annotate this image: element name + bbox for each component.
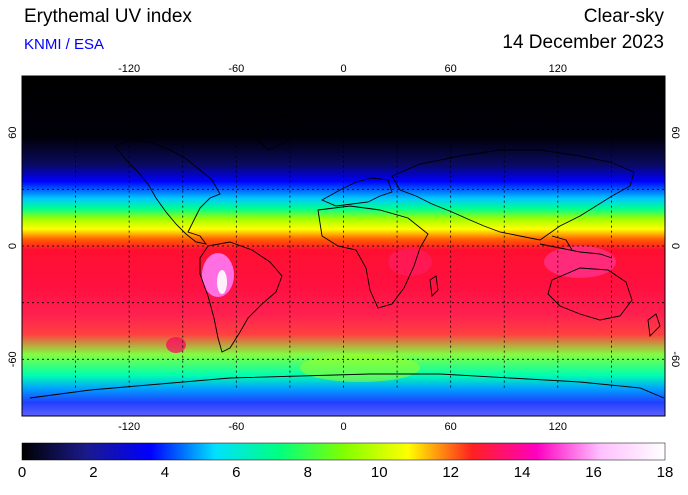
lat-tick-label-left: 60 <box>7 127 19 139</box>
southern-ocean-band <box>300 354 420 382</box>
map-grid <box>22 104 665 388</box>
map-date: 14 December 2023 <box>502 32 664 53</box>
colorbar-tick-label: 0 <box>17 464 27 481</box>
colorbar-tick-label: 4 <box>160 464 170 481</box>
high-uv-region-australia <box>544 246 616 278</box>
lon-tick-label-top: 0 <box>340 63 346 75</box>
lon-tick-label-top: -120 <box>118 63 140 75</box>
lat-tick-label-right: 0 <box>669 243 681 249</box>
colorbar-tick-label: 12 <box>442 464 459 481</box>
lon-tick-label-bottom: -60 <box>228 421 244 433</box>
lat-tick-label-left: -60 <box>7 351 19 367</box>
high-uv-region-pacific <box>166 337 186 353</box>
lat-tick-label-left: 0 <box>7 243 19 249</box>
lat-tick-label-right: 60 <box>669 127 681 139</box>
colorbar-tick-label: 2 <box>89 464 98 481</box>
colorbar-tick-label: 16 <box>585 464 602 481</box>
colorbar-tick-label: 18 <box>656 464 674 481</box>
colorbar-tick-label: 6 <box>232 464 241 481</box>
lon-tick-label-top: 60 <box>445 63 457 75</box>
lon-tick-label-bottom: 120 <box>549 421 567 433</box>
lon-tick-label-top: 120 <box>549 63 567 75</box>
peak-uv-region-andes <box>217 270 227 294</box>
lon-tick-label-bottom: 0 <box>340 421 346 433</box>
colorbar-tick-label: 10 <box>370 464 388 481</box>
map-frame <box>21 75 666 417</box>
lat-tick-label-right: -60 <box>669 351 681 367</box>
high-uv-region-africa <box>388 248 432 276</box>
lon-tick-label-bottom: -120 <box>118 421 140 433</box>
colorbar-tick-label: 8 <box>303 464 312 481</box>
colorbar-tick-label: 14 <box>513 464 531 481</box>
colorbar <box>21 442 666 461</box>
lon-tick-label-bottom: 60 <box>445 421 457 433</box>
data-source-label: KNMI / ESA <box>24 36 105 53</box>
map-title: Erythemal UV index <box>24 6 192 27</box>
sky-condition-label: Clear-sky <box>583 6 664 27</box>
lon-tick-label-top: -60 <box>228 63 244 75</box>
